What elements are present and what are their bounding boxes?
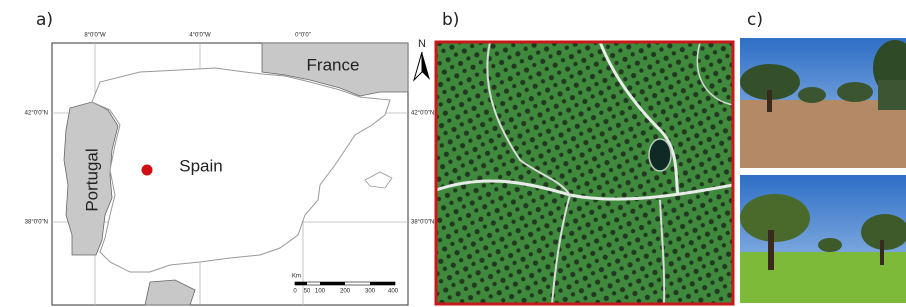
scale-tick: 300: [365, 289, 376, 295]
panel-label: a): [36, 10, 53, 30]
scale-tick: 50: [304, 289, 311, 295]
panel-label: b): [442, 10, 459, 30]
study-site: [142, 165, 153, 176]
north-arrow: N: [414, 38, 430, 80]
scale-tick: 200: [340, 289, 351, 295]
lat-label: 42°0'0"N: [25, 111, 48, 117]
lat-label: 38°0'0"N: [411, 220, 434, 226]
photo-dry: [740, 38, 906, 168]
lon-label: 0°0'0": [295, 33, 311, 39]
lon-label: 4°0'0"W: [189, 33, 211, 39]
scale-unit: Km: [292, 274, 301, 280]
lat-label: 38°0'0"N: [25, 220, 48, 226]
country-label: France: [307, 55, 360, 74]
scale-tick: 400: [388, 289, 399, 295]
figure: a) France Spain Portugal 8°0'0"W 4°0'0"W…: [0, 0, 906, 307]
aerial-image: [436, 42, 733, 304]
country-label: Portugal: [82, 148, 101, 211]
scale-tick: 100: [315, 289, 326, 295]
panel-label: c): [747, 10, 763, 30]
country-label: Spain: [179, 156, 222, 175]
photo-green: [740, 175, 906, 303]
north-label: N: [418, 38, 426, 50]
lat-label: 42°0'0"N: [411, 111, 434, 117]
lon-label: 8°0'0"W: [84, 33, 106, 39]
